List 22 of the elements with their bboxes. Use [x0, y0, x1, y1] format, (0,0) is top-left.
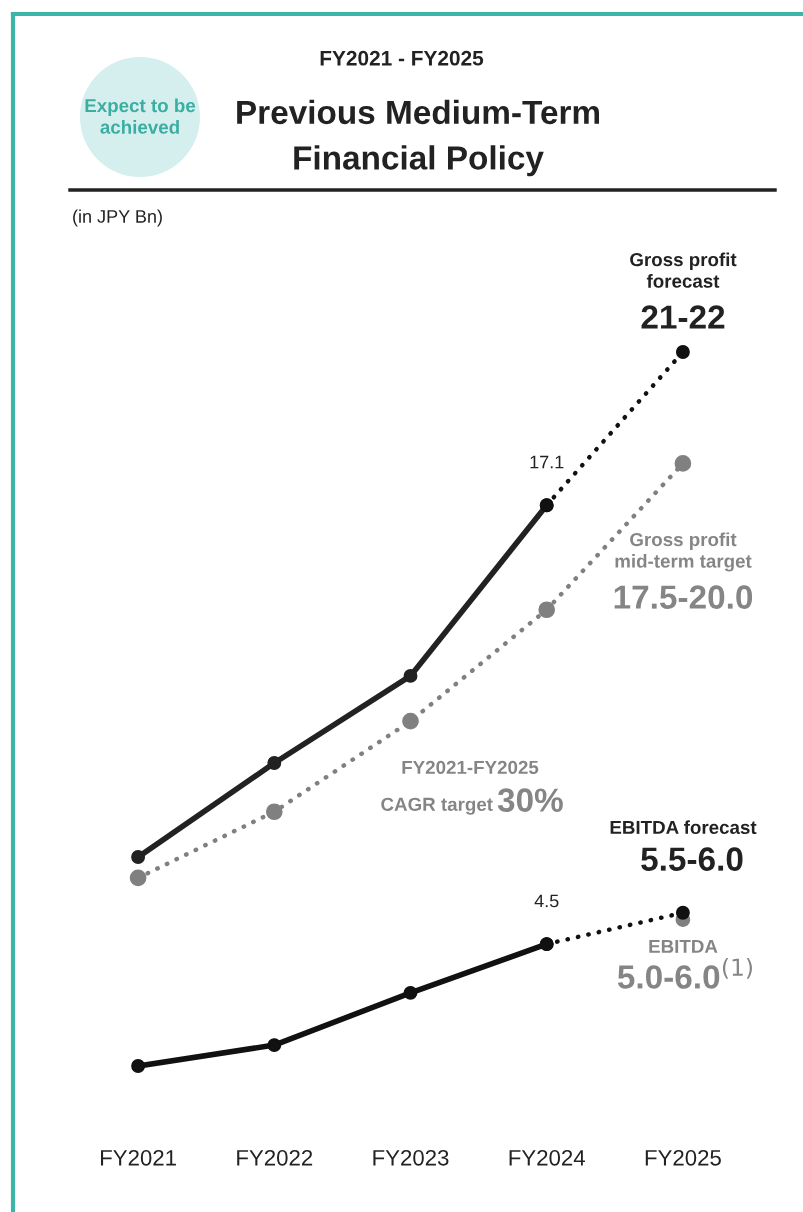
x-tick-label: FY2022 [237, 1149, 313, 1166]
text: (in JPY Bn) [73, 209, 162, 227]
data-label: 4.5 [534, 894, 559, 908]
annotation: CAGR target [381, 797, 493, 815]
annotation: 5.0-6.0$^{(1)}$ [617, 957, 752, 989]
x-tick-label: FY2021 [101, 1149, 176, 1166]
x-tick-label: FY2024 [509, 1149, 585, 1166]
text: Expect to be achieved [85, 98, 196, 134]
annotation: FY2021-FY2025 [402, 760, 539, 775]
text: 21-22 [641, 305, 725, 329]
x-tick-label: FY2023 [373, 1149, 449, 1166]
data-label: 17.1 [530, 455, 564, 469]
annotation: EBITDA forecast [610, 820, 757, 835]
x-tick-label: FY2025 [645, 1149, 721, 1166]
chart-subtitle: FY2021 - FY2025 [320, 50, 484, 66]
annotation: Gross profit mid-term target [615, 532, 752, 572]
chart-title: Previous Medium-Term Financial Policy [237, 99, 600, 177]
text: Gross profit forecast [630, 252, 737, 288]
annotation: 17.5-20.0 [614, 585, 753, 609]
annotation: EBITDA [649, 939, 718, 953]
annotation: 30% [497, 788, 563, 812]
annotation: 5.5-6.0 [641, 847, 743, 871]
